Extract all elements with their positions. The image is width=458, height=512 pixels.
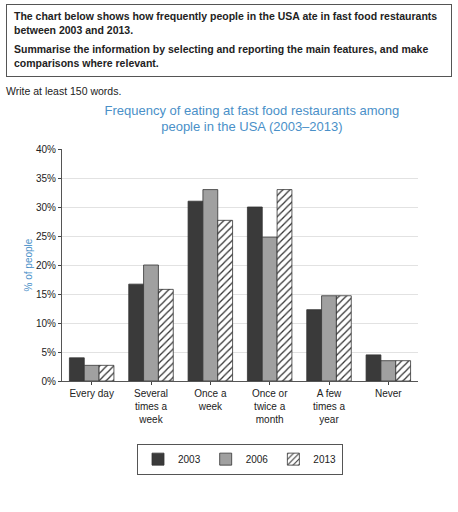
svg-text:% of people: % of people [23,238,34,291]
svg-text:2013: 2013 [313,454,336,465]
svg-text:10%: 10% [36,317,56,328]
svg-text:20%: 20% [36,259,56,270]
html-text:The chart below shows how freq: The chart below shows how frequently peo… [14,10,438,36]
svg-text:Frequency of eating at fast fo: Frequency of eating at fast food restaur… [104,102,399,134]
svg-text:30%: 30% [36,201,56,212]
svg-text:2006: 2006 [246,454,269,465]
svg-text:25%: 25% [36,230,56,241]
html-text:Summarise the information by s: Summarise the information by selecting a… [14,43,429,69]
html-text:Write at least 150 words.: Write at least 150 words. [6,84,122,97]
svg-text:Every day: Every day [69,388,113,399]
svg-text:0%: 0% [42,375,57,386]
svg-text:Severaltimes aweek: Severaltimes aweek [134,388,168,425]
svg-text:5%: 5% [42,346,57,357]
svg-text:Never: Never [375,388,402,399]
svg-text:40%: 40% [36,143,56,154]
svg-text:15%: 15% [36,288,56,299]
svg-text:Once ortwice amonth: Once ortwice amonth [252,388,288,425]
svg-text:2003: 2003 [178,454,201,465]
svg-text:A fewtimes ayear: A fewtimes ayear [313,388,346,425]
svg-text:Once aweek: Once aweek [194,388,227,412]
svg-text:35%: 35% [36,172,56,183]
